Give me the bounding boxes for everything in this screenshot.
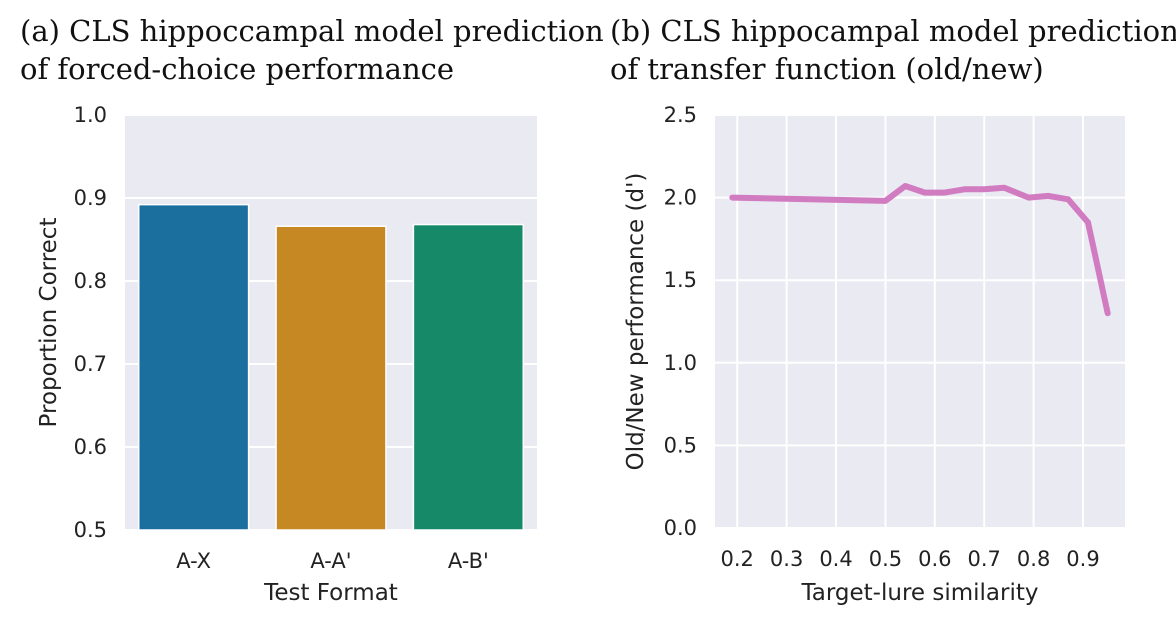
x-tick-labels: A-X A-A' A-B' bbox=[176, 549, 489, 573]
y-tick-label: 0.5 bbox=[74, 518, 107, 542]
x-tick-label: A-A' bbox=[310, 549, 351, 573]
panel-a-title-line2: of forced-choice performance bbox=[20, 52, 455, 86]
x-tick-label: A-B' bbox=[448, 549, 489, 573]
y-tick-label: 1.5 bbox=[664, 268, 697, 292]
y-axis-label: Proportion Correct bbox=[36, 218, 62, 428]
bar-chart: 0.5 0.6 0.7 0.8 0.9 1.0 A-X A-A' A-B' Test Form… bbox=[36, 103, 537, 606]
y-tick-label: 0.9 bbox=[74, 186, 107, 210]
y-tick-label: 1.0 bbox=[664, 351, 697, 375]
x-axis-label: Target-lure similarity bbox=[801, 580, 1039, 606]
x-tick-label: 0.2 bbox=[721, 547, 754, 571]
x-tick-label: 0.4 bbox=[819, 547, 852, 571]
panel-a-title: (a) CLS hippoccampal model prediction of… bbox=[20, 12, 604, 88]
x-tick-labels: 0.2 0.3 0.4 0.5 0.6 0.7 0.8 0.9 bbox=[721, 547, 1100, 571]
panel-a-title-line1: (a) CLS hippoccampal model prediction bbox=[20, 14, 604, 48]
x-tick-label: 0.7 bbox=[968, 547, 1001, 571]
bar-ax bbox=[137, 203, 250, 531]
panel-b-title: (b) CLS hippocampal model prediction of … bbox=[610, 12, 1176, 88]
bars bbox=[137, 203, 525, 531]
y-axis-label: Old/New performance (d') bbox=[623, 173, 649, 471]
y-tick-label: 0.5 bbox=[664, 433, 697, 457]
bar-aa bbox=[275, 225, 387, 531]
x-tick-label: 0.3 bbox=[770, 547, 803, 571]
x-tick-label: 0.6 bbox=[918, 547, 951, 571]
y-tick-label: 2.0 bbox=[664, 186, 697, 210]
x-tick-label: 0.8 bbox=[1017, 547, 1050, 571]
y-tick-label: 0.8 bbox=[74, 269, 107, 293]
y-tick-label: 1.0 bbox=[74, 103, 107, 127]
y-tick-label: 0.7 bbox=[74, 352, 107, 376]
y-tick-label: 0.6 bbox=[74, 435, 107, 459]
x-tick-label: 0.5 bbox=[869, 547, 902, 571]
x-tick-label: 0.9 bbox=[1066, 547, 1099, 571]
x-tick-label: A-X bbox=[176, 549, 211, 573]
plot-area-background bbox=[715, 115, 1125, 528]
panel-b-title-line1: (b) CLS hippocampal model prediction bbox=[610, 14, 1176, 48]
panel-b-title-line2: of transfer function (old/new) bbox=[610, 52, 1044, 86]
x-axis-label: Test Format bbox=[263, 580, 398, 606]
line-chart: 0.0 0.5 1.0 1.5 2.0 2.5 0.2 0.3 0.4 0.5 0.6 0.7 0.8… bbox=[623, 103, 1125, 606]
y-tick-labels: 0.0 0.5 1.0 1.5 2.0 2.5 bbox=[664, 103, 697, 540]
series-line bbox=[729, 183, 1111, 317]
bar-ab bbox=[412, 223, 525, 531]
y-tick-label: 0.0 bbox=[664, 516, 697, 540]
y-tick-label: 2.5 bbox=[664, 103, 697, 127]
y-tick-labels: 0.5 0.6 0.7 0.8 0.9 1.0 bbox=[74, 103, 107, 542]
gridlines bbox=[715, 114, 1125, 529]
